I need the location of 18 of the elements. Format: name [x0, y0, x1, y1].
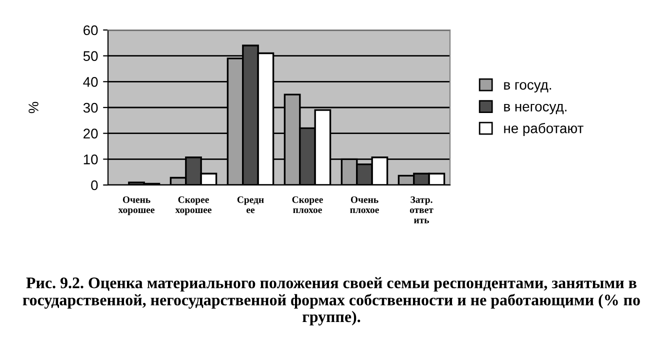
- y-tick-label: 60: [84, 25, 98, 36]
- y-tick-label: 10: [84, 154, 98, 164]
- x-tick-label: Очень хорошее: [118, 196, 154, 216]
- y-tick-label: 50: [83, 51, 98, 62]
- legend-label: в негосуд.: [504, 104, 566, 114]
- x-tick-label: Скорее плохое: [292, 196, 323, 214]
- x-tick-label: Средн ее: [237, 196, 264, 214]
- x-tick-label: Затр. ответ ить: [410, 196, 434, 224]
- y-axis-title: %: [28, 102, 38, 114]
- x-tick-label: Очень плохое: [350, 196, 379, 214]
- y-tick-label: 30: [83, 102, 98, 113]
- x-tick-label: Скорее хорошее: [175, 196, 212, 216]
- y-tick-label: 40: [83, 77, 98, 87]
- text: Рис. 9.2. Оценка материального положения своей семьи респондентами, занятыми в государственной, негосударственной формах собственности и не работающими (% по группе).: [22, 277, 640, 326]
- legend-label: в госуд.: [504, 82, 552, 92]
- legend-label: не работают: [504, 122, 584, 136]
- y-tick-label: 0: [91, 180, 98, 190]
- y-tick-label: 20: [84, 128, 98, 139]
